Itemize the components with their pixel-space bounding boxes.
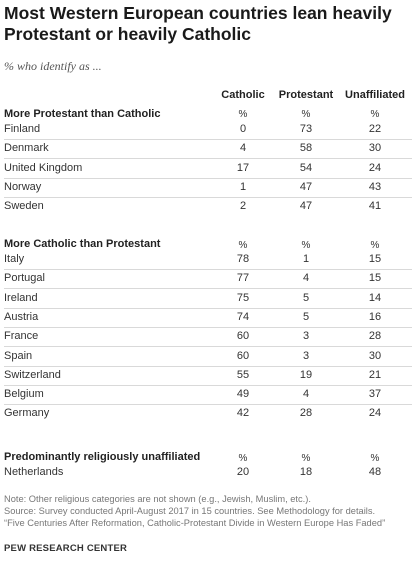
data-value: 22	[368, 123, 382, 135]
unit-label: %	[301, 240, 311, 251]
data-value: 73	[299, 123, 313, 135]
column-header-protestant: Protestant	[278, 89, 334, 101]
data-value: 21	[368, 368, 382, 381]
data-value: 1	[302, 253, 310, 265]
data-value: 5	[302, 291, 310, 304]
data-value: 15	[368, 253, 382, 265]
data-value: 15	[368, 272, 382, 285]
row-label-country: Portugal	[4, 272, 45, 285]
data-value: 24	[368, 161, 382, 174]
column-header-unaffiliated: Unaffiliated	[345, 89, 405, 101]
data-value: 75	[236, 291, 250, 304]
data-value: 18	[299, 466, 313, 478]
data-value: 48	[368, 466, 382, 478]
report-title: “Five Centuries After Reformation, Catho…	[4, 518, 386, 528]
data-value: 74	[236, 310, 250, 323]
data-value: 4	[302, 272, 310, 285]
row-divider	[4, 365, 412, 367]
row-divider	[4, 269, 412, 270]
group-header-protestant: More Protestant than Catholic	[4, 108, 161, 120]
data-value: 20	[236, 466, 250, 478]
row-divider	[4, 307, 412, 309]
notes-block: Note: Other religious categories are not…	[4, 493, 418, 529]
data-value: 60	[236, 330, 250, 343]
data-value: 28	[368, 330, 382, 343]
row-divider	[4, 326, 412, 328]
chart-title: Most Western European countries lean hea…	[4, 3, 392, 44]
data-value: 0	[239, 123, 247, 135]
row-label-country: Finland	[4, 123, 41, 135]
data-value: 19	[299, 368, 313, 381]
group-header-unaffiliated: Predominantly religiously unaffiliated	[4, 451, 201, 463]
data-value: 49	[236, 388, 250, 401]
data-value: 17	[236, 161, 250, 174]
data-value: 43	[368, 180, 382, 193]
row-label-country: Spain	[4, 349, 33, 362]
data-value: 78	[236, 253, 250, 265]
unit-label: %	[301, 453, 311, 464]
data-value: 1	[239, 180, 247, 193]
source-text: Source: Survey conducted April-August 20…	[4, 506, 376, 516]
data-value: 42	[236, 407, 250, 420]
note-text: Note: Other religious categories are not…	[4, 494, 311, 504]
column-header-catholic: Catholic	[221, 89, 265, 101]
data-value: 14	[368, 291, 382, 304]
data-value: 47	[299, 180, 313, 193]
data-value: 3	[302, 349, 310, 362]
data-value: 41	[368, 200, 382, 213]
row-divider	[4, 177, 412, 179]
row-divider	[4, 288, 412, 290]
data-value: 3	[302, 330, 310, 343]
unit-label: %	[238, 453, 248, 464]
data-value: 24	[368, 407, 382, 420]
row-divider	[4, 196, 412, 198]
unit-label: %	[301, 109, 311, 120]
data-value: 16	[368, 310, 382, 323]
unit-label: %	[238, 109, 248, 120]
row-label-country: Italy	[4, 253, 25, 265]
row-label-country: United Kingdom	[4, 161, 83, 174]
data-value: 55	[236, 368, 250, 381]
brand-label: PEW RESEARCH CENTER	[4, 543, 128, 554]
unit-label: %	[370, 453, 380, 464]
data-value: 30	[368, 142, 382, 155]
unit-label: %	[370, 240, 380, 251]
row-divider	[4, 139, 412, 140]
row-label-country: Switzerland	[4, 368, 61, 381]
row-label-country: France	[4, 330, 39, 343]
row-divider	[4, 158, 412, 160]
chart-subtitle: % who identify as ...	[4, 59, 102, 73]
row-label-country: Norway	[4, 180, 42, 193]
data-value: 60	[236, 349, 250, 362]
unit-label: %	[238, 240, 248, 251]
group-header-catholic: More Catholic than Protestant	[4, 238, 161, 250]
row-divider	[4, 384, 412, 386]
row-label-country: Austria	[4, 310, 39, 323]
row-label-country: Ireland	[4, 291, 38, 304]
data-value: 4	[302, 388, 310, 401]
data-value: 47	[299, 200, 313, 213]
row-divider	[4, 346, 412, 348]
data-value: 28	[299, 407, 313, 420]
data-value: 2	[239, 200, 247, 213]
row-divider	[4, 404, 412, 406]
data-value: 77	[236, 272, 250, 285]
row-label-country: Netherlands	[4, 466, 64, 478]
data-value: 37	[368, 388, 382, 401]
unit-label: %	[370, 109, 380, 120]
row-label-country: Belgium	[4, 388, 44, 401]
data-value: 58	[299, 142, 313, 155]
data-value: 54	[299, 161, 313, 174]
data-value: 30	[368, 349, 382, 362]
row-label-country: Sweden	[4, 200, 44, 213]
data-value: 4	[239, 142, 247, 155]
row-label-country: Germany	[4, 407, 50, 420]
row-label-country: Denmark	[4, 142, 49, 155]
data-value: 5	[302, 310, 310, 323]
